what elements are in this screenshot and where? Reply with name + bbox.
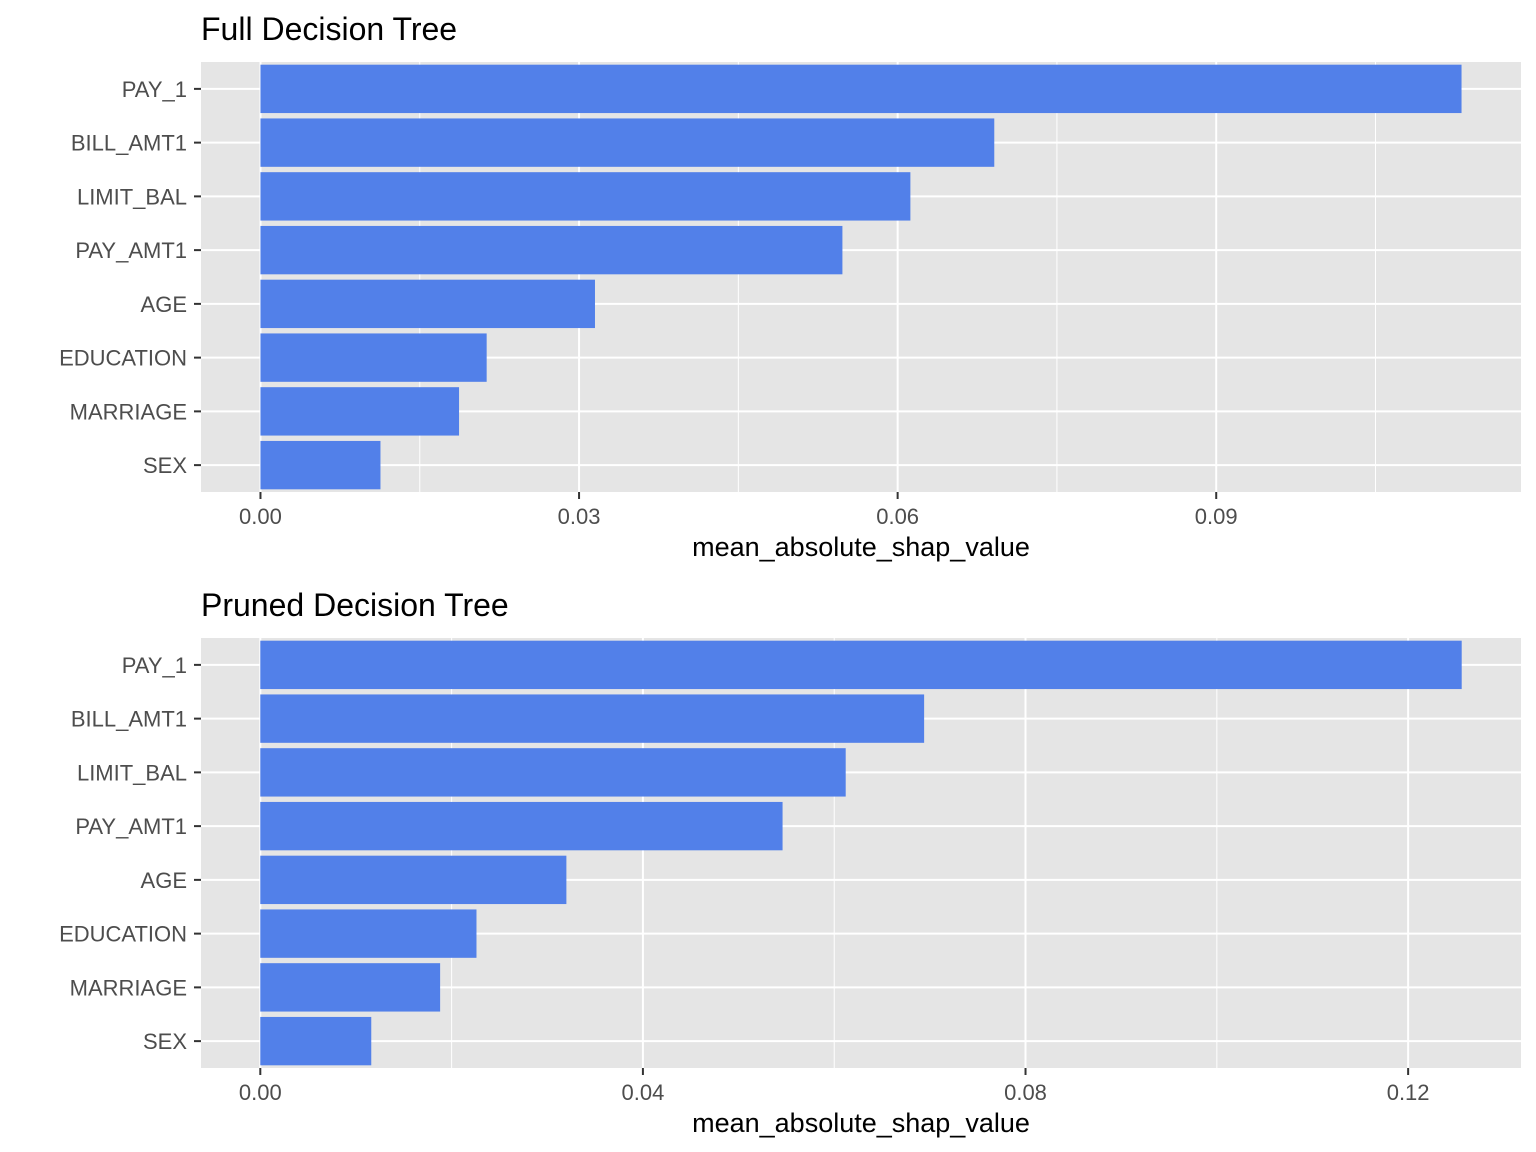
y-tick-label: PAY_1: [122, 77, 187, 102]
x-axis-label: mean_absolute_shap_value: [692, 1108, 1030, 1138]
bar-pay-1: [260, 640, 1462, 690]
x-tick-label: 0.09: [1195, 504, 1238, 529]
x-axis-label: mean_absolute_shap_value: [692, 532, 1030, 562]
bar-pay-amt1: [260, 225, 843, 275]
bar-bill-amt1: [260, 118, 995, 167]
bar-marriage: [260, 963, 441, 1012]
bar-sex: [260, 440, 381, 490]
x-axis-ticks: 0.00 0.03 0.06 0.09: [239, 492, 1238, 529]
bar-education: [260, 333, 487, 382]
x-tick-label: 0.00: [239, 1080, 282, 1105]
bar-age: [260, 855, 567, 905]
bar-pay-amt1: [260, 801, 783, 851]
y-tick-label: PAY_1: [122, 653, 187, 678]
x-tick-label: 0.08: [1004, 1080, 1047, 1105]
y-tick-label: MARRIAGE: [70, 399, 187, 424]
y-tick-label: PAY_AMT1: [75, 238, 187, 263]
pruned-tree-chart: Pruned Decision Tree PAY_1 BILL_AMT1 LIMIT…: [59, 587, 1521, 1138]
y-axis-ticks: PAY_1 BILL_AMT1 LIMIT_BAL PAY_AMT1 AGE EDUCAT…: [59, 653, 201, 1054]
x-tick-label: 0.03: [558, 504, 601, 529]
bar-limit-bal: [260, 172, 911, 221]
y-tick-label: BILL_AMT1: [71, 131, 187, 156]
bar-age: [260, 279, 595, 329]
y-tick-label: AGE: [141, 292, 187, 317]
bar-bill-amt1: [260, 694, 925, 743]
y-tick-label: SEX: [143, 453, 187, 478]
x-tick-label: 0.04: [621, 1080, 664, 1105]
y-tick-label: EDUCATION: [59, 922, 187, 947]
bar-pay-1: [260, 64, 1462, 114]
y-tick-label: SEX: [143, 1029, 187, 1054]
chart-title: Pruned Decision Tree: [201, 587, 509, 623]
y-tick-label: LIMIT_BAL: [77, 760, 187, 785]
full-tree-chart: Full Decision Tree PAY_1 BILL_AMT1 LIMIT_B…: [59, 11, 1521, 562]
bar-limit-bal: [260, 748, 846, 797]
x-tick-label: 0.12: [1387, 1080, 1430, 1105]
y-tick-label: EDUCATION: [59, 346, 187, 371]
y-tick-label: BILL_AMT1: [71, 707, 187, 732]
y-tick-label: MARRIAGE: [70, 975, 187, 1000]
y-tick-label: PAY_AMT1: [75, 814, 187, 839]
y-tick-label: LIMIT_BAL: [77, 184, 187, 209]
bar-marriage: [260, 387, 460, 436]
bar-education: [260, 909, 477, 958]
x-tick-label: 0.00: [239, 504, 282, 529]
y-tick-label: AGE: [141, 868, 187, 893]
bar-sex: [260, 1016, 372, 1066]
x-tick-label: 0.06: [876, 504, 919, 529]
bars: [260, 64, 1462, 490]
x-axis-ticks: 0.00 0.04 0.08 0.12: [239, 1068, 1430, 1105]
bars: [260, 640, 1462, 1066]
chart-title: Full Decision Tree: [201, 11, 457, 47]
y-axis-ticks: PAY_1 BILL_AMT1 LIMIT_BAL PAY_AMT1 AGE EDUCAT…: [59, 77, 201, 478]
